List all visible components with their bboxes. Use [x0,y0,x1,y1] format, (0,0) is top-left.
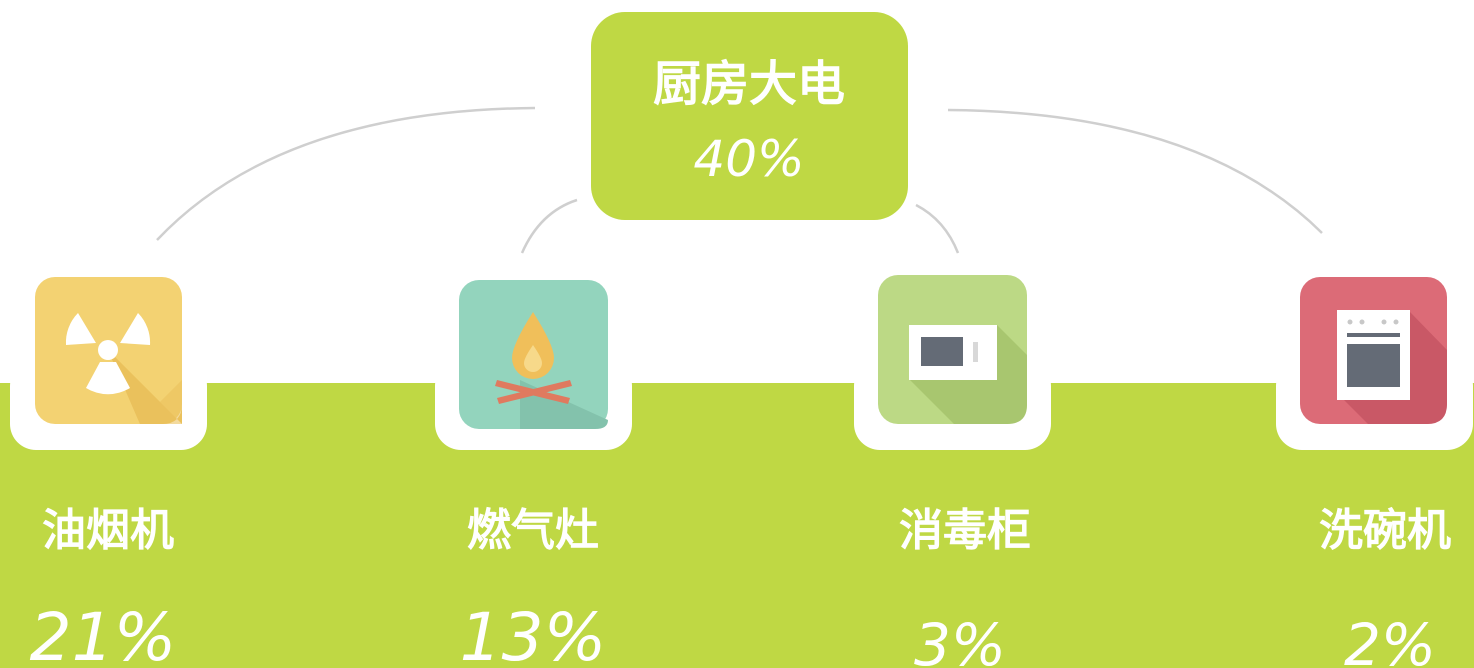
item-value: 21% [30,599,177,668]
item-value: 3% [914,611,1006,668]
icon-dishwasher [1300,277,1447,424]
connector [156,106,536,241]
root-label: 厨房大电 [653,56,845,112]
item-label: 燃气灶 [467,505,599,556]
band [0,383,1474,668]
item-label: 油烟机 [42,505,174,556]
icon-stove [459,280,608,429]
connector [947,108,1323,234]
item-value: 2% [1344,611,1436,668]
item-label: 消毒柜 [899,505,1031,556]
icon-cabinet [878,275,1027,424]
item-label: 洗碗机 [1319,505,1451,556]
connector [915,203,960,254]
connector [520,198,578,254]
item-value: 13% [460,599,607,668]
root-box [591,12,908,220]
icon-hood [35,277,182,424]
root-value: 40% [693,130,804,188]
